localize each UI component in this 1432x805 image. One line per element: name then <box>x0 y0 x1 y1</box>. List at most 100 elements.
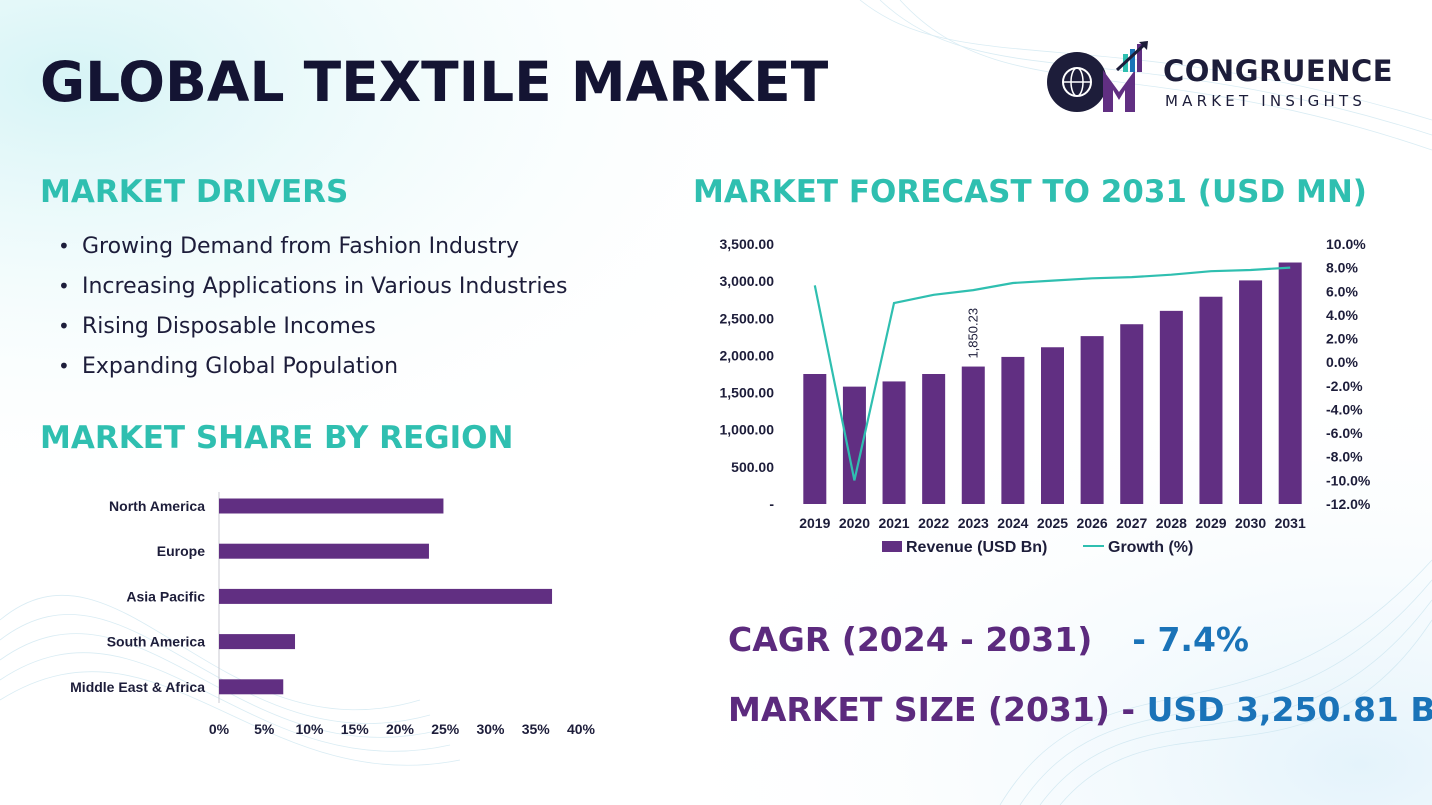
x-tick-label: 2030 <box>1235 515 1266 531</box>
category-label: Asia Pacific <box>126 588 205 604</box>
y-left-tick-label: 3,500.00 <box>720 236 775 252</box>
bar <box>803 374 827 504</box>
y-left-tick-label: 3,000.00 <box>720 273 775 289</box>
bar <box>1239 280 1263 504</box>
y-right-tick-label: -12.0% <box>1326 496 1371 512</box>
category-label: Middle East & Africa <box>70 679 205 695</box>
bullet-icon: • <box>58 274 70 298</box>
bullet-icon: • <box>58 314 70 338</box>
bar <box>219 588 553 604</box>
y-right-tick-label: 8.0% <box>1326 260 1358 276</box>
x-tick-label: 15% <box>341 721 370 737</box>
logo-name: CONGRUENCE <box>1163 54 1394 88</box>
x-tick-label: 2025 <box>1037 515 1068 531</box>
bar <box>922 374 946 504</box>
category-label: South America <box>107 634 205 650</box>
market-size-stat: MARKET SIZE (2031) - USD 3,250.81 BN <box>728 690 1432 729</box>
category-label: Europe <box>157 543 205 559</box>
y-left-tick-label: 2,000.00 <box>720 347 775 363</box>
y-right-tick-label: -8.0% <box>1326 449 1363 465</box>
bar <box>842 386 866 504</box>
company-logo: CONGRUENCE MARKET INSIGHTS <box>1045 40 1405 120</box>
bar <box>219 543 429 559</box>
x-tick-label: 0% <box>209 721 230 737</box>
x-tick-label: 2024 <box>997 515 1028 531</box>
x-tick-label: 20% <box>386 721 415 737</box>
x-tick-label: 35% <box>522 721 551 737</box>
y-left-tick-label: 1,000.00 <box>720 422 775 438</box>
x-tick-label: 2019 <box>799 515 830 531</box>
y-right-tick-label: 0.0% <box>1326 354 1358 370</box>
y-right-tick-label: 4.0% <box>1326 307 1358 323</box>
x-tick-label: 25% <box>431 721 460 737</box>
bar <box>1080 336 1104 504</box>
cagr-label: CAGR (2024 - 2031) <box>728 620 1093 659</box>
y-left-tick-label: 2,500.00 <box>720 310 775 326</box>
bar <box>1199 296 1223 504</box>
x-tick-label: 2020 <box>839 515 870 531</box>
y-right-tick-label: 6.0% <box>1326 283 1358 299</box>
growth-line <box>813 266 1291 481</box>
legend-label: Growth (%) <box>1108 539 1193 556</box>
forecast-heading: MARKET FORECAST TO 2031 (USD MN) <box>693 174 1367 210</box>
logo-subtitle: MARKET INSIGHTS <box>1165 92 1367 110</box>
y-right-tick-label: -10.0% <box>1326 472 1371 488</box>
region-share-chart: North America Europe Asia Pacific South Ame… <box>70 492 596 737</box>
bar <box>1159 310 1183 504</box>
driver-text: Growing Demand from Fashion Industry <box>82 234 520 259</box>
y-left-tick-label: - <box>769 496 774 512</box>
list-item: • Growing Demand from Fashion Industry <box>58 228 567 268</box>
x-tick-label: 2029 <box>1195 515 1226 531</box>
category-label: North America <box>109 498 205 514</box>
x-tick-label: 2023 <box>958 515 989 531</box>
bar <box>1041 347 1064 504</box>
cagr-stat: CAGR (2024 - 2031) - 7.4% <box>728 620 1249 659</box>
x-tick-label: 10% <box>295 721 324 737</box>
driver-text: Expanding Global Population <box>82 354 399 379</box>
bullet-icon: • <box>58 354 70 378</box>
share-heading: MARKET SHARE BY REGION <box>40 420 514 456</box>
forecast-chart: - 500.00 1,000.00 1,500.00 2,000.00 2,500.00 3… <box>720 236 1371 556</box>
driver-text: Rising Disposable Incomes <box>82 314 376 339</box>
x-tick-label: 2026 <box>1077 515 1108 531</box>
cagr-value: - 7.4% <box>1132 620 1249 659</box>
market-size-value: USD 3,250.81 BN <box>1146 690 1432 729</box>
bar <box>1001 356 1025 504</box>
driver-text: Increasing Applications in Various Indus… <box>82 274 568 299</box>
y-right-tick-label: -4.0% <box>1326 401 1363 417</box>
market-size-separator: - <box>1109 690 1147 729</box>
bar <box>219 634 296 650</box>
drivers-heading: MARKET DRIVERS <box>40 174 349 210</box>
bar <box>961 366 985 504</box>
x-tick-label: 30% <box>476 721 505 737</box>
x-tick-label: 2031 <box>1275 515 1306 531</box>
x-tick-label: 2021 <box>878 515 909 531</box>
bar <box>219 679 284 695</box>
legend-label: Revenue (USD Bn) <box>906 539 1047 556</box>
y-left-tick-label: 500.00 <box>731 459 774 475</box>
bar <box>882 381 906 504</box>
bar <box>219 498 444 514</box>
x-tick-label: 2022 <box>918 515 949 531</box>
list-item: • Expanding Global Population <box>58 348 567 388</box>
data-label: 1,850.23 <box>965 308 980 359</box>
y-right-tick-label: 10.0% <box>1326 236 1366 252</box>
y-right-tick-label: -6.0% <box>1326 425 1363 441</box>
drivers-list: • Growing Demand from Fashion Industry • I… <box>58 228 567 388</box>
x-tick-label: 2027 <box>1116 515 1147 531</box>
bar <box>1278 262 1302 504</box>
legend-swatch-bar <box>882 541 902 552</box>
list-item: • Rising Disposable Incomes <box>58 308 567 348</box>
x-tick-label: 40% <box>567 721 596 737</box>
y-right-tick-label: -2.0% <box>1326 378 1363 394</box>
logo-mark-icon <box>1047 41 1148 112</box>
list-item: • Increasing Applications in Various Indu… <box>58 268 567 308</box>
bar <box>1120 324 1144 504</box>
bullet-icon: • <box>58 234 70 258</box>
y-left-tick-label: 1,500.00 <box>720 385 775 401</box>
x-tick-label: 5% <box>254 721 275 737</box>
y-right-tick-label: 2.0% <box>1326 331 1358 347</box>
market-size-label: MARKET SIZE (2031) <box>728 690 1110 729</box>
x-tick-label: 2028 <box>1156 515 1187 531</box>
